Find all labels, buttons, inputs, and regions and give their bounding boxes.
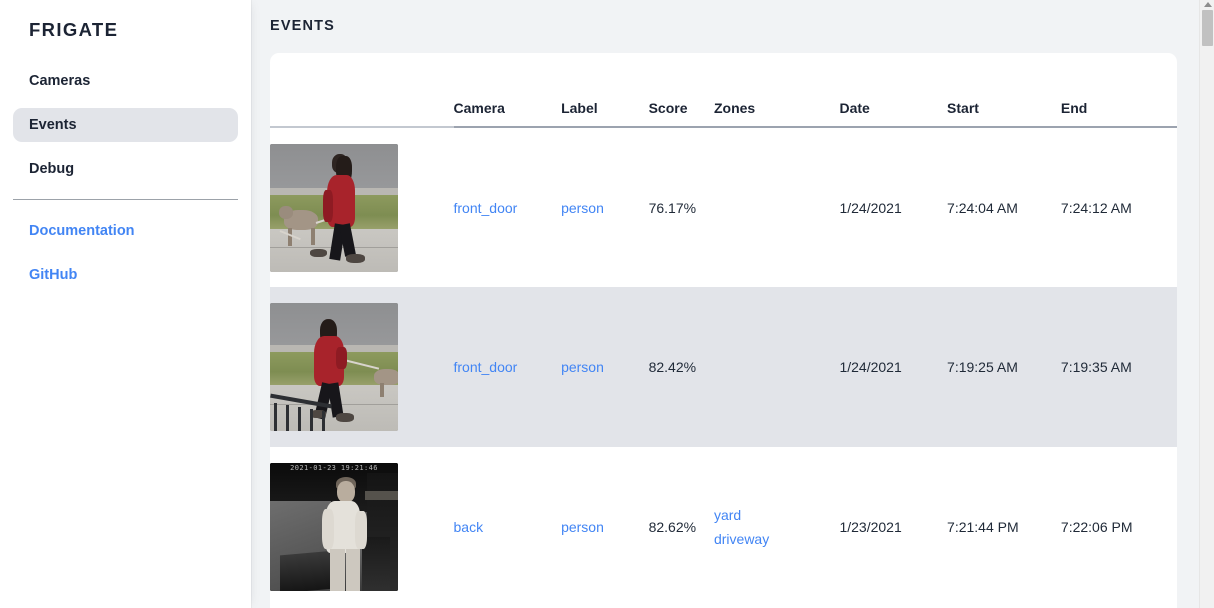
column-header-end[interactable]: End	[1060, 53, 1177, 128]
event-camera-cell: back	[454, 447, 562, 607]
scroll-up-arrow-icon[interactable]	[1204, 2, 1212, 7]
event-end-cell: 7:24:12 AM	[1060, 199, 1132, 216]
column-header-thumbnail[interactable]	[270, 53, 454, 128]
thumbnail-scene-daytime-street	[270, 143, 398, 272]
page-title: EVENTS	[270, 18, 335, 34]
app-brand-title: FRIGATE	[29, 19, 119, 40]
event-camera-link[interactable]: front_door	[453, 199, 518, 216]
dog-icon	[374, 369, 398, 385]
event-zones-cell	[714, 287, 840, 447]
event-label-cell: person	[561, 447, 649, 607]
sidebar-divider	[13, 199, 238, 201]
event-camera-cell: front_door	[454, 127, 562, 287]
sidebar-nav: Cameras Events Debug	[0, 64, 251, 186]
event-start-cell: 7:24:04 AM	[947, 199, 1018, 216]
event-camera-link[interactable]: front_door	[453, 359, 518, 375]
event-thumbnail-image[interactable]: 2021-01-23 19:21:46	[270, 463, 398, 591]
event-thumbnail-cell	[270, 287, 454, 447]
event-label-link[interactable]: person	[561, 359, 604, 375]
event-label-link[interactable]: person	[561, 199, 604, 216]
thumbnail-scene-daytime-street-fence	[270, 303, 398, 431]
event-zones-cell: yard driveway	[714, 447, 840, 607]
sidebar-item-cameras[interactable]: Cameras	[29, 73, 91, 90]
event-thumbnail-image[interactable]	[270, 303, 398, 431]
event-date-cell: 1/24/2021	[839, 359, 902, 375]
sidebar-link-github[interactable]: GitHub	[29, 267, 78, 284]
table-row[interactable]: front_door person 76.17% 1/24/2021 7:24:…	[270, 127, 1177, 287]
event-label-link[interactable]: person	[561, 519, 604, 535]
event-thumbnail-cell	[270, 127, 454, 287]
event-label-cell: person	[561, 287, 649, 447]
event-zone-link-yard[interactable]: yard	[713, 507, 742, 523]
column-header-camera[interactable]: Camera	[453, 53, 562, 128]
thumbnail-timestamp-overlay: 2021-01-23 19:21:46	[290, 464, 378, 472]
column-header-date[interactable]: Date	[839, 53, 948, 128]
events-card: Camera Label Score Zones Date Start End	[270, 53, 1177, 608]
event-camera-cell: front_door	[454, 287, 562, 447]
main-content: EVENTS Camera Label Score Zones Date	[251, 0, 1214, 608]
sidebar-item-debug[interactable]: Debug	[29, 161, 75, 178]
table-row[interactable]: front_door person 82.42% 1/24/2021 7:19:…	[270, 287, 1177, 447]
column-header-start[interactable]: Start	[947, 53, 1061, 128]
event-zones-cell	[714, 127, 840, 287]
event-score-cell: 76.17%	[648, 199, 697, 216]
event-start-cell: 7:19:25 AM	[947, 359, 1018, 375]
event-camera-link[interactable]: back	[453, 519, 484, 535]
events-table-body: front_door person 76.17% 1/24/2021 7:24:…	[270, 127, 1177, 607]
event-end-cell: 7:22:06 PM	[1060, 519, 1133, 535]
vertical-scrollbar-thumb[interactable]	[1202, 10, 1213, 46]
event-zone-link-driveway[interactable]: driveway	[713, 531, 770, 547]
sidebar-item-events[interactable]: Events	[13, 108, 238, 143]
column-header-label[interactable]: Label	[561, 53, 649, 128]
event-start-cell: 7:21:44 PM	[947, 519, 1019, 535]
event-score-cell: 82.42%	[648, 359, 697, 375]
vertical-scrollbar[interactable]	[1199, 0, 1214, 608]
column-header-zones[interactable]: Zones	[713, 53, 840, 128]
event-date-cell: 1/23/2021	[839, 519, 902, 535]
event-date-cell: 1/24/2021	[839, 199, 902, 216]
table-row[interactable]: 2021-01-23 19:21:46 back person 82.62%	[270, 447, 1177, 607]
event-label-cell: person	[561, 127, 649, 287]
events-table-header-row: Camera Label Score Zones Date Start End	[270, 53, 1177, 128]
event-thumbnail-image[interactable]	[270, 143, 398, 272]
events-table: Camera Label Score Zones Date Start End	[270, 53, 1177, 607]
thumbnail-scene-night-infrared: 2021-01-23 19:21:46	[270, 463, 398, 591]
column-header-score[interactable]: Score	[648, 53, 714, 128]
event-thumbnail-cell: 2021-01-23 19:21:46	[270, 447, 454, 607]
event-score-cell: 82.62%	[648, 519, 697, 535]
events-table-head: Camera Label Score Zones Date Start End	[270, 53, 1177, 128]
event-end-cell: 7:19:35 AM	[1060, 359, 1132, 375]
sidebar-link-documentation[interactable]: Documentation	[29, 223, 135, 240]
sidebar-external-links: Documentation GitHub	[0, 216, 251, 290]
sidebar: FRIGATE Cameras Events Debug Documentati…	[0, 0, 251, 608]
